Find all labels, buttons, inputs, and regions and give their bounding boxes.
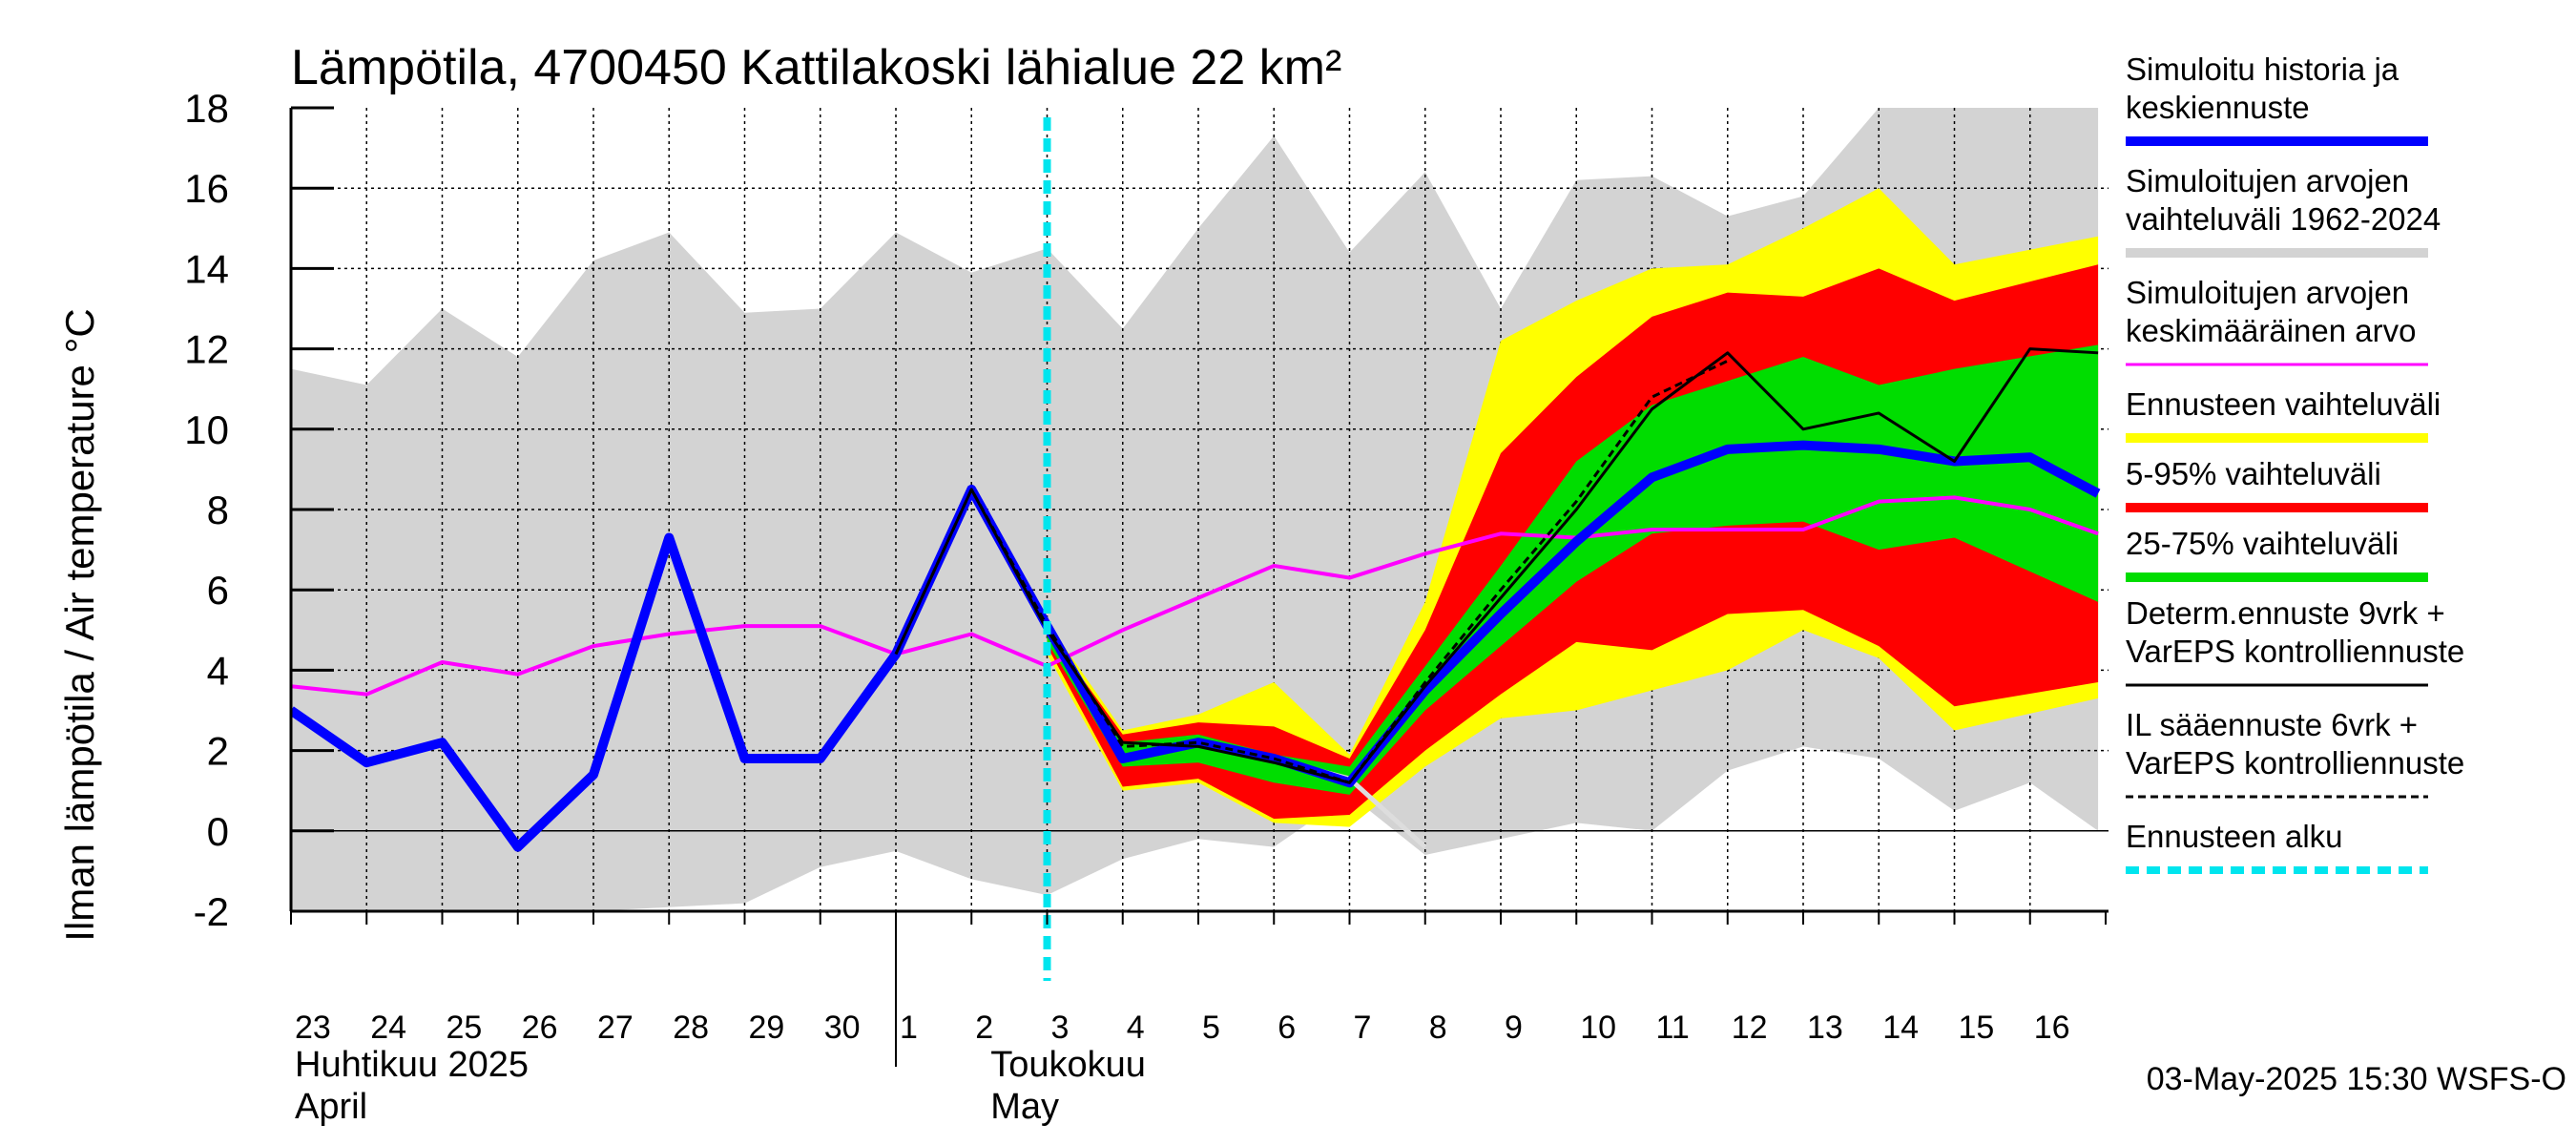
month-label-fi: Huhtikuu 2025 (295, 1045, 529, 1085)
legend-determ-label: Determ.ennuste 9vrk + (2126, 595, 2445, 631)
x-tick-label: 1 (900, 1010, 918, 1046)
legend-ens_range-label: Ennusteen vaihteluväli (2126, 386, 2441, 422)
median-line (291, 440, 2101, 852)
x-tick-label: 29 (749, 1010, 785, 1046)
y-tick-label: -2 (194, 889, 229, 934)
x-tick-label: 26 (522, 1010, 558, 1046)
x-tick-label: 28 (673, 1010, 709, 1046)
chart-title: Lämpötila, 4700450 Kattilakoski lähialue… (291, 40, 1341, 95)
x-tick-label: 25 (447, 1010, 483, 1046)
il-forecast-line (894, 359, 1729, 784)
legend-forecast_start-label: Ennusteen alku (2126, 819, 2343, 854)
plot-area (291, 108, 2109, 981)
x-tick-label: 9 (1505, 1010, 1523, 1046)
x-tick-label: 4 (1127, 1010, 1145, 1046)
x-tick-label: 8 (1429, 1010, 1447, 1046)
month-label-fi: Toukokuu (990, 1045, 1146, 1085)
plot-series (291, 108, 2109, 911)
y-tick-label: 2 (207, 729, 229, 774)
determ-line (894, 347, 2099, 784)
legend-hist_range-label: Simuloitujen arvojen (2126, 163, 2409, 198)
p25-75-band (1047, 344, 2099, 795)
y-axis-label: Ilman lämpötila / Air temperature °C (57, 308, 102, 941)
y-tick-label: 18 (184, 86, 229, 131)
legend-mean-label: Simuloitujen arvojen (2126, 275, 2409, 310)
y-tick-label: 4 (207, 648, 229, 693)
legend-median-label: Simuloitu historia ja (2126, 52, 2399, 87)
y-tick-label: 16 (184, 166, 229, 211)
x-tick-label: 7 (1354, 1010, 1372, 1046)
y-tick-label: 14 (184, 246, 229, 291)
month-label-en: May (990, 1087, 1059, 1127)
x-tick-label: 5 (1202, 1010, 1220, 1046)
x-tick-label: 23 (295, 1010, 331, 1046)
x-tick-label: 15 (1959, 1010, 1995, 1046)
x-tick-label: 14 (1882, 1010, 1919, 1046)
legend-median-label: keskiennuste (2126, 90, 2310, 125)
y-tick-label: 10 (184, 407, 229, 452)
legend-p5_95-label: 5-95% vaihteluväli (2126, 456, 2381, 491)
y-tick-label: 8 (207, 488, 229, 532)
legend-mean-label: keskimääräinen arvo (2126, 313, 2416, 348)
mean-line (291, 495, 2099, 697)
x-tick-label: 27 (597, 1010, 634, 1046)
y-tick-label: 12 (184, 327, 229, 372)
x-tick-label: 12 (1732, 1010, 1768, 1046)
x-tick-label: 13 (1807, 1010, 1843, 1046)
x-tick-label: 10 (1580, 1010, 1616, 1046)
y-tick-label: 6 (207, 568, 229, 613)
legend-hist_range-label: vaihteluväli 1962-2024 (2126, 201, 2441, 237)
x-tick-label: 30 (824, 1010, 861, 1046)
x-tick-label: 6 (1278, 1010, 1296, 1046)
x-tick-label: 2 (975, 1010, 993, 1046)
x-tick-label: 11 (1656, 1010, 1690, 1046)
footer-timestamp: 03-May-2025 15:30 WSFS-O (2147, 1061, 2566, 1097)
legend-il_forecast-label: IL sääennuste 6vrk + (2126, 707, 2418, 742)
legend-determ-label: VarEPS kontrolliennuste (2126, 634, 2464, 669)
x-tick-label: 16 (2034, 1010, 2070, 1046)
y-tick-label: 0 (207, 809, 229, 854)
legend-il_forecast-label: VarEPS kontrolliennuste (2126, 745, 2464, 781)
month-label-en: April (295, 1087, 367, 1127)
legend-p25_75-label: 25-75% vaihteluväli (2126, 526, 2399, 561)
x-tick-label: 24 (370, 1010, 406, 1046)
x-tick-label: 3 (1051, 1010, 1070, 1046)
